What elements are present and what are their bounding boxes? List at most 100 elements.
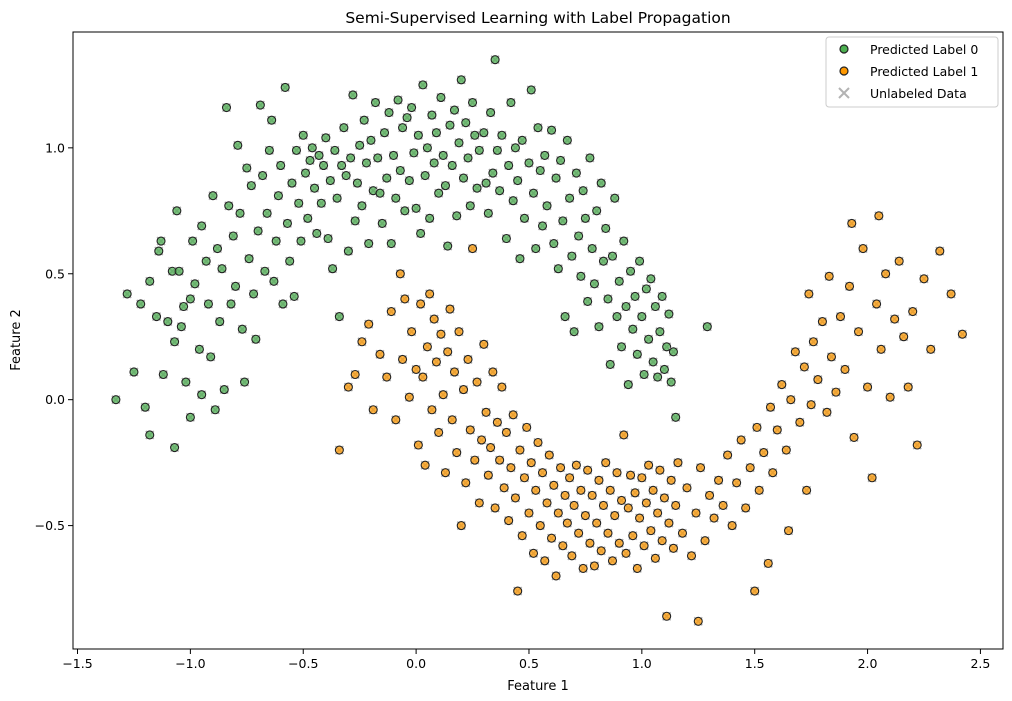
data-point	[368, 405, 378, 415]
data-point	[607, 251, 618, 261]
data-point	[251, 334, 261, 344]
data-point	[258, 170, 268, 181]
data-point	[350, 216, 360, 226]
data-point	[492, 417, 502, 427]
data-point	[752, 422, 762, 432]
data-point	[569, 500, 579, 511]
data-point	[817, 317, 827, 327]
data-point	[528, 548, 539, 558]
data-point	[474, 498, 484, 508]
data-point	[709, 513, 719, 523]
data-point	[662, 342, 672, 352]
data-point	[158, 369, 168, 380]
data-point	[409, 148, 419, 158]
data-point	[167, 266, 177, 276]
data-point	[560, 490, 570, 500]
data-point	[553, 508, 563, 518]
data-point	[122, 289, 132, 299]
data-point	[695, 463, 706, 473]
data-point	[596, 178, 606, 188]
data-point	[628, 324, 638, 334]
data-point	[919, 274, 929, 284]
data-point	[413, 130, 423, 140]
data-point	[912, 440, 922, 450]
data-point	[853, 327, 864, 337]
data-point	[790, 347, 800, 357]
data-point	[668, 347, 679, 357]
data-point	[242, 163, 252, 173]
data-point	[467, 244, 478, 254]
y-axis: −0.5 0.0 0.5 1.0	[35, 140, 73, 533]
data-point	[463, 153, 473, 163]
legend-marker-unlabeled	[838, 87, 850, 99]
data-point	[513, 586, 523, 596]
data-point	[495, 186, 505, 196]
data-point	[562, 135, 572, 145]
legend: Predicted Label 0 Predicted Label 1 Unla…	[825, 36, 999, 108]
data-point	[569, 327, 579, 337]
data-point	[305, 155, 315, 166]
data-point	[544, 450, 554, 460]
data-point	[411, 364, 421, 375]
x-tick-label: −1.0	[175, 656, 205, 671]
data-point	[190, 279, 200, 289]
data-point	[621, 548, 631, 558]
data-point	[470, 130, 480, 140]
data-point	[312, 228, 322, 239]
data-point	[357, 337, 367, 347]
data-point	[750, 586, 760, 596]
data-point	[486, 108, 496, 118]
data-point	[458, 173, 469, 183]
data-point	[334, 312, 344, 322]
data-point	[264, 145, 274, 155]
data-point	[576, 485, 586, 495]
data-point	[490, 503, 500, 513]
data-point	[185, 412, 195, 422]
data-point	[129, 367, 139, 377]
data-point	[616, 495, 627, 505]
data-point	[592, 206, 602, 216]
data-point	[221, 102, 232, 113]
data-point	[714, 475, 724, 485]
data-point	[307, 143, 317, 153]
data-point	[594, 322, 604, 332]
data-point	[723, 450, 733, 460]
data-point	[926, 344, 936, 354]
data-point	[519, 213, 530, 223]
data-point	[373, 153, 383, 163]
data-point	[456, 75, 466, 85]
data-point	[759, 448, 769, 458]
data-point	[370, 97, 381, 108]
data-point	[375, 188, 385, 198]
data-point	[691, 508, 701, 518]
data-point	[136, 299, 146, 309]
data-point	[425, 213, 435, 223]
data-point	[404, 392, 414, 402]
chart-title: Semi-Supervised Learning with Label Prop…	[345, 9, 730, 27]
points-layer	[111, 55, 967, 626]
data-point	[314, 150, 324, 160]
data-point	[641, 284, 651, 294]
data-point	[402, 113, 412, 123]
data-point	[935, 246, 945, 256]
data-point	[804, 289, 814, 299]
data-point	[517, 135, 527, 145]
data-point	[630, 488, 640, 498]
data-point	[578, 186, 588, 196]
data-point	[594, 475, 604, 485]
data-point	[357, 201, 367, 211]
data-point	[628, 531, 638, 541]
data-point	[420, 460, 430, 470]
data-point	[682, 483, 692, 493]
data-point	[145, 276, 155, 286]
data-point	[632, 563, 642, 573]
data-point	[578, 563, 588, 573]
data-point	[741, 503, 751, 513]
data-point	[558, 541, 568, 551]
data-point	[745, 463, 755, 473]
data-point	[461, 118, 471, 128]
data-point	[492, 145, 502, 155]
data-point	[228, 231, 238, 241]
data-point	[662, 611, 672, 621]
data-point	[704, 490, 715, 500]
